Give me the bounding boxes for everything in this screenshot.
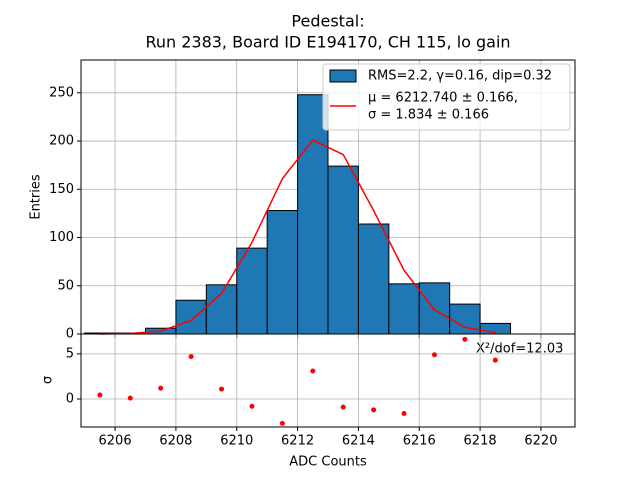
bar xyxy=(236,247,268,335)
point xyxy=(371,407,377,413)
y-tick-label: 0 xyxy=(66,327,74,342)
bar xyxy=(388,283,420,335)
point xyxy=(188,354,194,360)
x-axis-label: ADC Counts xyxy=(289,455,367,470)
x-tick-label: 6218 xyxy=(464,434,497,449)
point xyxy=(127,395,133,401)
y-tick-label: 0 xyxy=(66,392,74,407)
annotation: Χ²/dof=12.03 xyxy=(476,342,563,357)
point xyxy=(279,420,285,426)
point xyxy=(249,403,255,409)
point xyxy=(431,352,437,358)
y-axis-label: Entries xyxy=(29,174,44,220)
y-tick-label: 150 xyxy=(49,182,74,197)
point xyxy=(310,368,316,374)
legend-label: μ = 6212.740 ± 0.166, xyxy=(368,91,518,106)
bar xyxy=(327,165,359,335)
legend-label: σ = 1.834 ± 0.166 xyxy=(368,108,489,123)
point xyxy=(158,385,164,391)
point xyxy=(401,410,407,416)
point xyxy=(97,392,103,398)
x-tick-label: 6220 xyxy=(524,434,557,449)
bar xyxy=(266,210,299,335)
y-tick-label: 50 xyxy=(57,278,74,293)
legend-label: RMS=2.2, γ=0.16, dip=0.32 xyxy=(368,69,552,84)
fit-line xyxy=(99,139,496,335)
y-tick-label: 100 xyxy=(49,230,74,245)
point xyxy=(219,386,225,392)
point xyxy=(492,357,498,363)
x-tick-label: 6214 xyxy=(342,434,375,449)
point xyxy=(462,336,468,342)
y-tick-label: 250 xyxy=(49,85,74,100)
y-tick-label: 200 xyxy=(49,134,74,149)
bar xyxy=(297,94,329,335)
y-axis-label: σ xyxy=(41,376,56,384)
x-tick-label: 6216 xyxy=(403,434,436,449)
x-tick-label: 6212 xyxy=(281,434,314,449)
x-tick-label: 6210 xyxy=(220,434,253,449)
axes-frame xyxy=(80,333,576,428)
chart-title: Pedestal: xyxy=(291,12,364,31)
bar xyxy=(418,282,451,335)
bar xyxy=(175,299,207,335)
legend-swatch xyxy=(329,69,357,83)
bar xyxy=(357,223,390,335)
x-tick-label: 6206 xyxy=(99,434,132,449)
point xyxy=(340,404,346,410)
x-tick-label: 6208 xyxy=(159,434,192,449)
y-tick-label: 5 xyxy=(66,346,74,361)
chart-subtitle: Run 2383, Board ID E194170, CH 115, lo g… xyxy=(145,33,510,52)
legend-box xyxy=(322,63,571,131)
